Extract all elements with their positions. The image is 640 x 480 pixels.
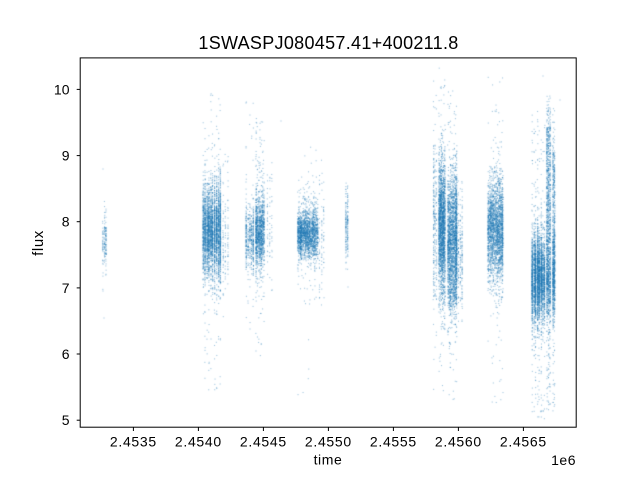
svg-text:2.4550: 2.4550: [305, 434, 352, 450]
svg-text:2.4545: 2.4545: [240, 434, 287, 450]
svg-text:time: time: [314, 452, 343, 468]
svg-text:2.4555: 2.4555: [370, 434, 417, 450]
svg-text:10: 10: [54, 81, 70, 97]
svg-text:8: 8: [62, 214, 70, 230]
svg-text:7: 7: [62, 280, 70, 296]
svg-text:2.4540: 2.4540: [175, 434, 222, 450]
svg-text:6: 6: [62, 346, 70, 362]
svg-text:1SWASPJ080457.41+400211.8: 1SWASPJ080457.41+400211.8: [198, 33, 458, 53]
svg-text:2.4560: 2.4560: [435, 434, 482, 450]
svg-text:1e6: 1e6: [551, 452, 576, 468]
svg-text:flux: flux: [30, 230, 47, 256]
svg-text:5: 5: [62, 412, 70, 428]
svg-text:2.4535: 2.4535: [110, 434, 157, 450]
svg-text:2.4565: 2.4565: [500, 434, 547, 450]
svg-text:9: 9: [62, 148, 70, 164]
